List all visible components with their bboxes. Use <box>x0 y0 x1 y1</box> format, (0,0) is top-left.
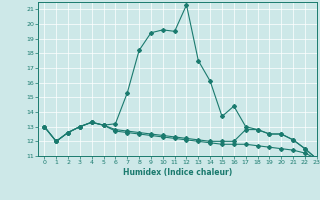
X-axis label: Humidex (Indice chaleur): Humidex (Indice chaleur) <box>123 168 232 177</box>
